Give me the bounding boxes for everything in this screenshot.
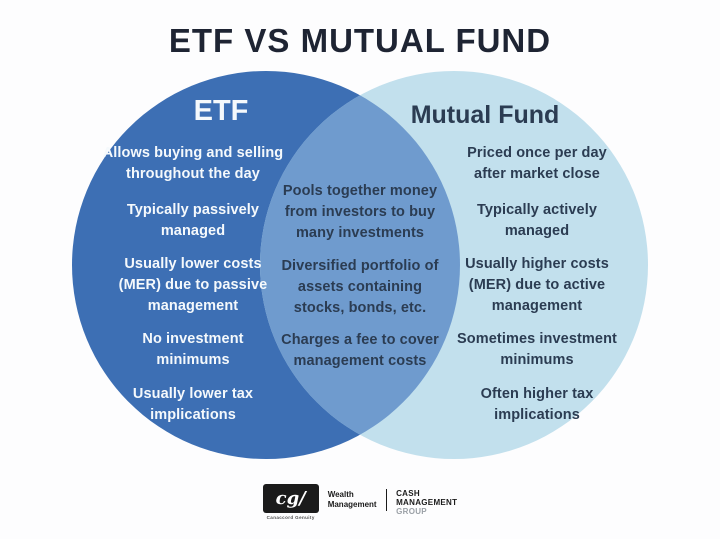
group-line: GROUP — [396, 507, 427, 517]
mutual-fund-item: Priced once per day after market close — [467, 145, 607, 182]
group-line: MANAGEMENT — [396, 498, 458, 508]
group-line: CASH — [396, 489, 420, 498]
etf-heading: ETF — [193, 95, 249, 127]
mutual-fund-heading: Mutual Fund — [410, 101, 560, 129]
page-title: ETF VS MUTUAL FUND — [168, 22, 552, 59]
cg-logo: cg/ Canaccord Genuity — [262, 484, 319, 520]
cg-monogram: cg/ — [275, 487, 306, 509]
etf-item: Usually lower costs (MER) due to passive… — [118, 256, 268, 314]
cash-management-group-label: CASH MANAGEMENT GROUP — [396, 489, 457, 517]
cg-logo-box: cg/ — [262, 484, 319, 513]
mutual-fund-item: Typically actively managed — [476, 202, 598, 239]
etf-item: Usually lower tax implications — [132, 386, 254, 423]
wealth-management-label: Wealth Management — [327, 490, 377, 510]
mutual-fund-item: Sometimes investment minimums — [457, 331, 617, 368]
mutual-fund-item: Often higher tax implications — [480, 386, 594, 423]
etf-item: Typically passively managed — [126, 202, 260, 239]
etf-item: Allows buying and selling throughout the… — [102, 145, 284, 182]
cg-logo-subtext: Canaccord Genuity — [266, 515, 315, 520]
footer-logo-bar: cg/ Canaccord Genuity Wealth Management … — [0, 484, 720, 520]
overlap-item: Diversified portfolio of assets containi… — [281, 258, 439, 316]
footer-divider — [385, 489, 388, 511]
mutual-fund-item: Usually higher costs (MER) due to active… — [465, 256, 609, 314]
overlap-item: Charges a fee to cover management costs — [281, 332, 439, 369]
overlap-item: Pools together money from investors to b… — [282, 183, 438, 241]
overlap-region — [260, 71, 460, 459]
etf-item: No investment minimums — [142, 331, 244, 368]
